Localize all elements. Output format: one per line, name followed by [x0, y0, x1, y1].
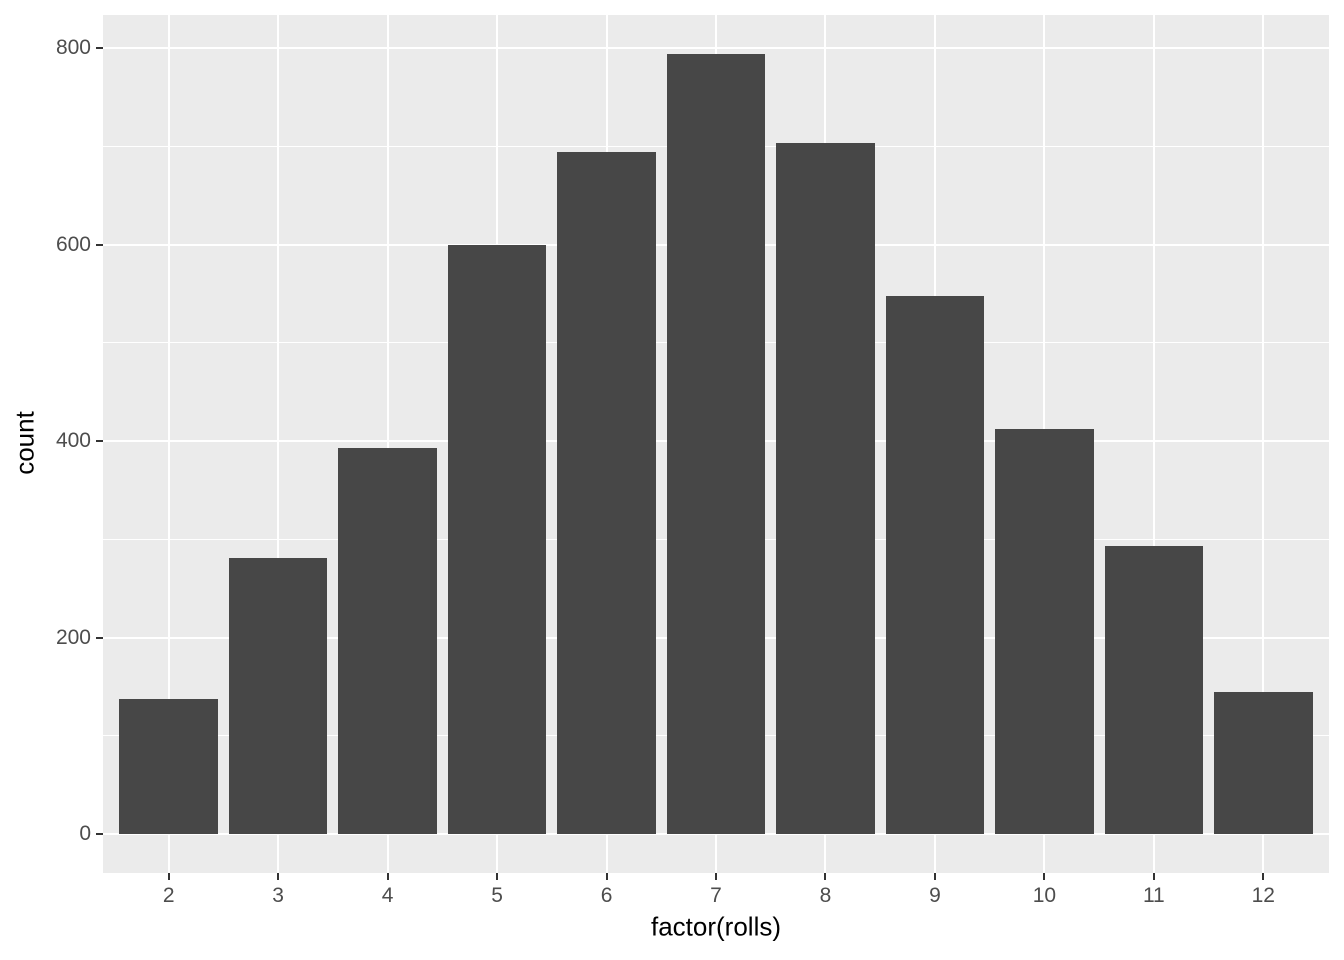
plot-panel [103, 15, 1329, 873]
x-tick-label: 4 [381, 884, 394, 907]
y-tick-mark [96, 243, 103, 246]
y-tick-mark [96, 47, 103, 49]
bar-11 [1104, 546, 1204, 834]
x-tick-label: 6 [600, 884, 613, 907]
y-tick-label: 200 [55, 625, 91, 649]
x-tick-label: 5 [491, 884, 503, 907]
bar-3 [228, 557, 328, 834]
x-tick-label: 3 [272, 884, 284, 907]
bar-4 [338, 447, 437, 834]
x-tick-mark [1262, 873, 1265, 880]
bar-12 [1214, 691, 1313, 834]
x-tick-label: 10 [1032, 884, 1057, 907]
x-tick-mark [605, 873, 608, 880]
gridline-major-v [1152, 15, 1155, 873]
gridline-major-v [386, 15, 389, 873]
y-tick-label: 800 [55, 36, 91, 59]
gridline-major-v [167, 15, 170, 873]
x-tick-label: 8 [819, 884, 832, 907]
x-axis-title: factor(rolls) [650, 911, 782, 942]
y-tick-mark [96, 636, 103, 639]
bar-9 [885, 295, 985, 834]
y-tick-mark [96, 440, 103, 442]
bar-2 [119, 699, 218, 834]
bar-6 [557, 152, 656, 834]
bar-7 [666, 53, 766, 834]
x-tick-mark [1152, 873, 1155, 880]
y-tick-mark [96, 833, 103, 835]
gridline-major-v [1262, 15, 1265, 873]
x-tick-label: 9 [929, 884, 941, 907]
x-tick-label: 7 [710, 884, 722, 907]
y-tick-label: 400 [55, 429, 91, 452]
x-tick-mark [715, 873, 717, 880]
y-tick-label: 0 [79, 822, 91, 845]
bar-10 [995, 429, 1094, 834]
y-tick-label: 600 [55, 232, 91, 256]
x-tick-label: 2 [162, 884, 175, 907]
x-tick-label: 12 [1251, 884, 1275, 907]
x-tick-mark [496, 873, 499, 880]
bar-5 [447, 244, 547, 834]
x-tick-mark [824, 873, 827, 880]
gridline-major-v [277, 15, 280, 873]
x-tick-mark [933, 873, 936, 880]
x-tick-mark [386, 873, 389, 880]
x-tick-label: 11 [1142, 884, 1165, 907]
x-tick-mark [167, 873, 170, 880]
bar-8 [776, 143, 875, 834]
x-tick-mark [277, 873, 280, 880]
x-tick-mark [1043, 873, 1046, 880]
y-axis-title: count [9, 411, 40, 475]
